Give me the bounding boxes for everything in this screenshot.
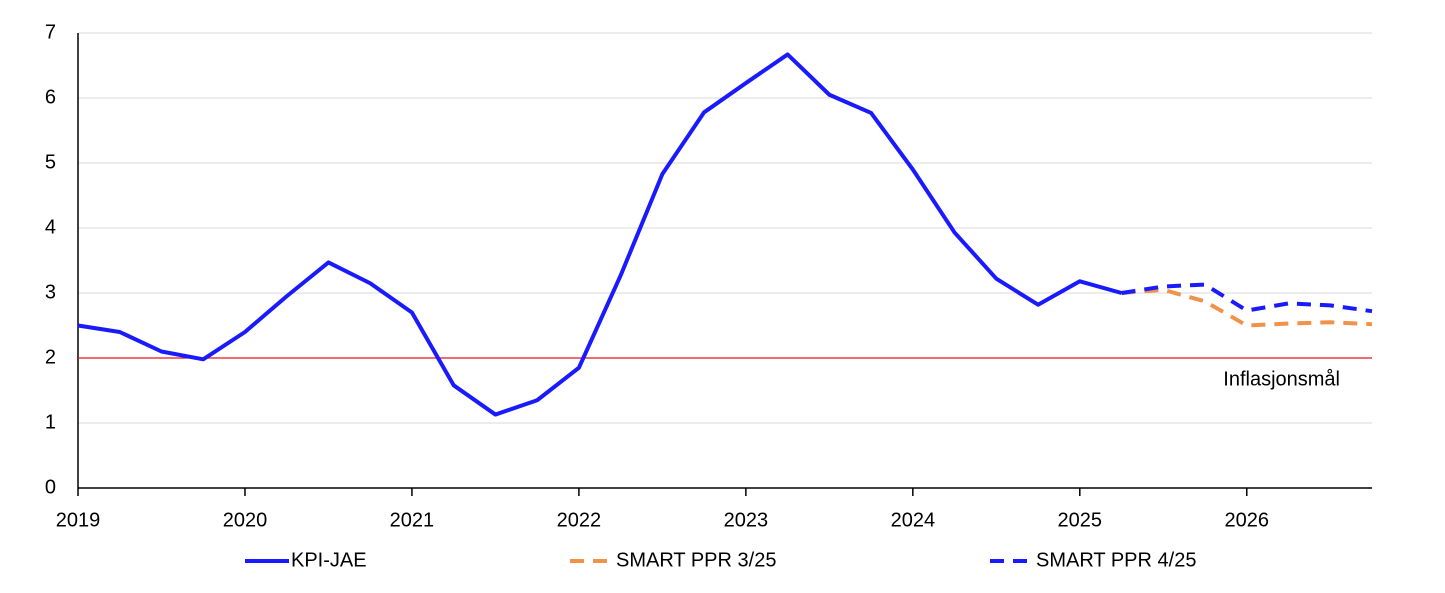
x-tick-label: 2023	[724, 509, 769, 531]
y-tick-label: 7	[45, 21, 56, 43]
y-tick-label: 5	[45, 151, 56, 173]
legend-label: KPI-JAE	[291, 549, 367, 571]
x-tick-label: 2026	[1225, 509, 1270, 531]
x-tick-label: 2020	[223, 509, 268, 531]
x-tick-label: 2019	[56, 509, 101, 531]
x-tick-label: 2021	[390, 509, 435, 531]
x-tick-label: 2024	[891, 509, 936, 531]
y-tick-label: 2	[45, 346, 56, 368]
y-tick-label: 4	[45, 216, 56, 238]
series-line	[1121, 287, 1373, 328]
legend-label: SMART PPR 4/25	[1036, 549, 1196, 571]
legend-label: SMART PPR 3/25	[616, 549, 776, 571]
y-tick-label: 6	[45, 86, 56, 108]
series-line	[77, 52, 1123, 417]
y-tick-label: 0	[45, 476, 56, 498]
x-tick-label: 2025	[1058, 509, 1103, 531]
target-label: Inflasjonsmål	[1223, 368, 1340, 390]
y-tick-label: 3	[45, 281, 56, 303]
series-line	[1121, 282, 1373, 314]
y-tick-label: 1	[45, 411, 56, 433]
x-tick-label: 2022	[557, 509, 602, 531]
